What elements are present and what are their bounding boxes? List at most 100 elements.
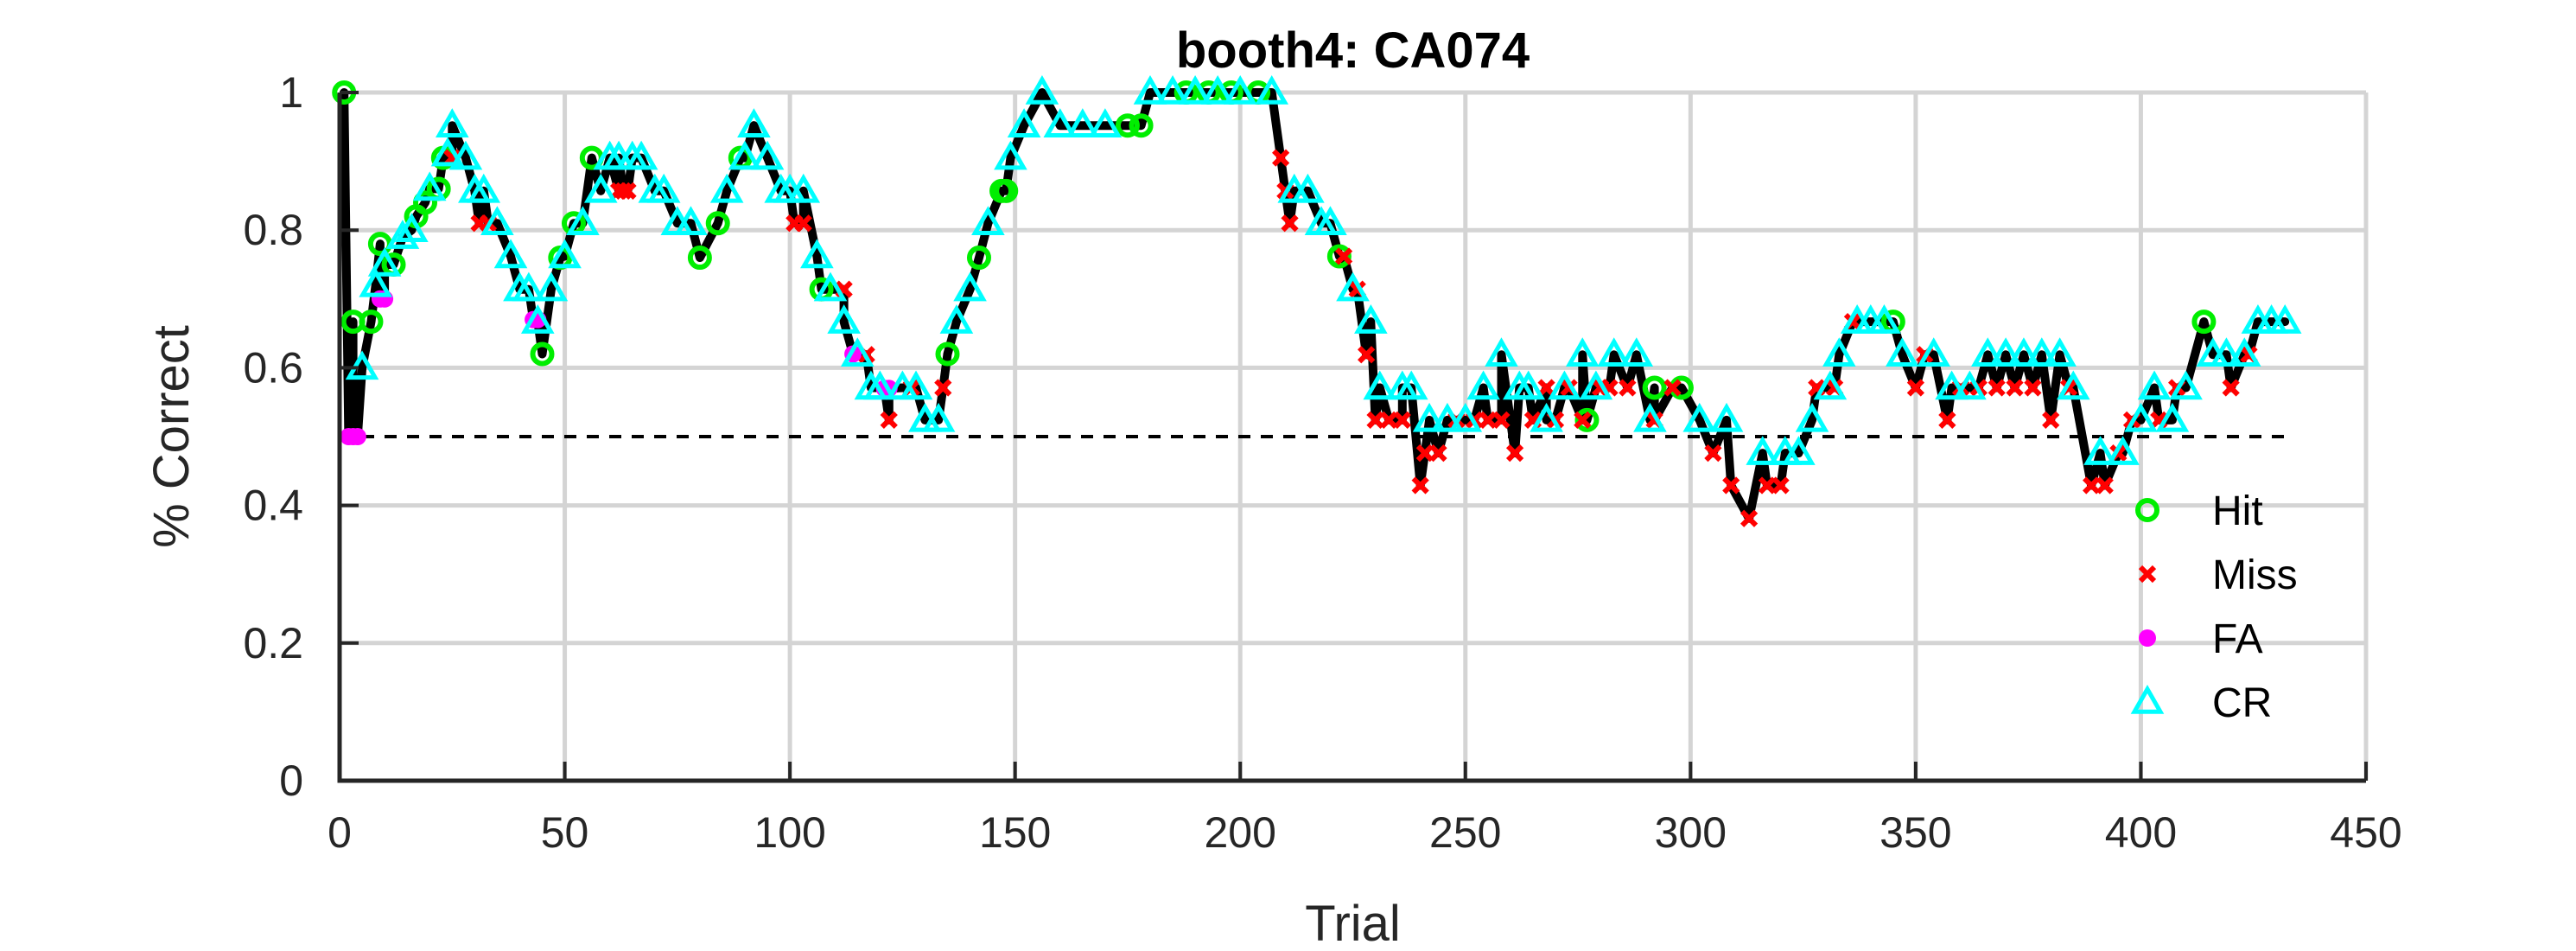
miss-marker [1740, 509, 1759, 527]
x-tick-label: 150 [979, 808, 1051, 857]
miss-marker [1281, 214, 1299, 233]
miss-marker-stroke [1574, 411, 1592, 430]
hit-marker [994, 178, 1019, 203]
miss-marker [2083, 476, 2101, 495]
cr-marker [534, 271, 569, 302]
cr-marker [2210, 337, 2243, 367]
miss-marker-stroke [1281, 214, 1299, 233]
miss-marker-stroke [2096, 476, 2114, 495]
miss-marker [1479, 411, 1497, 430]
hit-marker [413, 190, 438, 215]
cr-marker [813, 271, 848, 302]
cr-marker [971, 206, 1005, 235]
miss-marker [1722, 476, 1740, 495]
cr-marker [2056, 370, 2090, 400]
cr-marker [2227, 337, 2261, 367]
cr-marker [1795, 402, 1829, 432]
cr-marker [1953, 370, 1987, 400]
cr-marker [1025, 74, 1059, 105]
legend-entry-hit: Hit [2135, 488, 2263, 534]
cr-marker [709, 173, 744, 203]
cr-marker [899, 370, 933, 400]
miss-marker-stroke [1645, 411, 1663, 430]
cr-marker [520, 304, 555, 334]
miss-marker [1537, 379, 1555, 397]
y-axis-label: % Correct [143, 325, 200, 548]
plot-area [332, 74, 2302, 527]
cr-marker [2137, 370, 2172, 400]
y-tick-label: 0.8 [243, 206, 303, 254]
miss-marker [1358, 346, 1376, 364]
x-tick-label: 350 [1880, 808, 1951, 857]
x-tick-label: 400 [2105, 808, 2177, 857]
cr-marker [827, 304, 861, 334]
miss-marker-stroke [1523, 411, 1542, 430]
miss-marker-stroke [1505, 444, 1524, 463]
x-tick-label: 250 [1429, 808, 1501, 857]
miss-marker-stroke [1906, 379, 1925, 397]
legend-marker-hit [2135, 498, 2159, 522]
legend-marker-miss-stroke [2138, 565, 2157, 584]
miss-marker [2096, 476, 2114, 495]
hit-marker [935, 341, 960, 367]
miss-marker [1988, 379, 2006, 397]
miss-marker-stroke [614, 182, 633, 200]
y-tick-label: 0.6 [243, 343, 303, 392]
cr-marker [367, 246, 402, 277]
cr-marker [1597, 337, 1631, 367]
cr-marker [1813, 370, 1848, 400]
legend-marker-cr [2130, 684, 2165, 714]
cr-marker [430, 137, 465, 167]
miss-marker-stroke [2150, 411, 2168, 430]
cr-marker [2043, 337, 2077, 367]
miss-marker-stroke [1988, 379, 2006, 397]
miss-marker [1492, 411, 1511, 430]
cr-marker [1530, 402, 1563, 432]
x-tick-label: 300 [1655, 808, 1727, 857]
x-tick-label: 200 [1205, 808, 1276, 857]
miss-marker [1663, 379, 1682, 397]
miss-marker-stroke [1537, 379, 1555, 397]
miss-marker [1619, 379, 1637, 397]
hit-marker [1129, 113, 1154, 138]
cr-marker [493, 239, 528, 269]
miss-marker-stroke [1415, 444, 1434, 463]
hit-marker [705, 211, 730, 236]
miss-marker-stroke [880, 411, 898, 430]
miss-marker-stroke [1429, 444, 1447, 463]
cr-marker [1633, 402, 1667, 432]
cr-marker [863, 370, 897, 400]
cr-marker [1885, 337, 1919, 367]
cr-marker [1782, 436, 1816, 465]
cr-marker [674, 206, 708, 235]
cr-marker [566, 206, 600, 235]
miss-marker-stroke [2006, 379, 2024, 397]
miss-marker-stroke [2222, 379, 2240, 397]
cr-marker [1043, 108, 1078, 137]
cr-marker [1619, 337, 1654, 367]
miss-marker-stroke [1366, 411, 1384, 430]
legend-label-cr: CR [2212, 680, 2272, 726]
miss-marker [1415, 444, 1434, 463]
miss-marker [1938, 411, 1956, 430]
cr-marker [2007, 337, 2041, 367]
miss-marker-stroke [1771, 476, 1790, 495]
chart-title: booth4: CA074 [1176, 22, 1530, 79]
cr-marker [1363, 370, 1397, 400]
cr-marker [921, 402, 956, 432]
cr-marker [1394, 370, 1428, 400]
miss-marker [934, 379, 952, 397]
miss-marker-stroke [1938, 411, 1956, 430]
y-tick-label: 0 [279, 756, 303, 805]
miss-marker-stroke [2083, 476, 2101, 495]
miss-marker-stroke [1358, 346, 1376, 364]
miss-marker-stroke [1380, 411, 1398, 430]
miss-marker-stroke [1560, 379, 1578, 397]
cr-marker [646, 173, 681, 203]
legend-marker-miss [2138, 565, 2157, 584]
miss-marker [1366, 411, 1384, 430]
miss-marker-stroke [2240, 346, 2258, 364]
miss-series [443, 149, 2258, 527]
miss-marker [1380, 411, 1398, 430]
miss-marker [1758, 476, 1777, 495]
